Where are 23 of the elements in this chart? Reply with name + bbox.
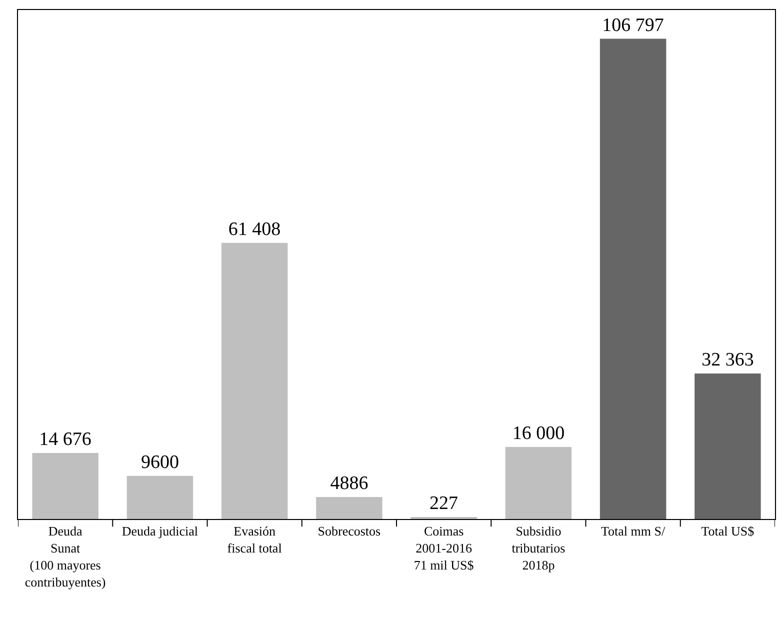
data-label: 14 676	[39, 429, 92, 450]
x-tick-label: Subsidio tributarios 2018p	[512, 524, 566, 572]
x-tick-label: Deuda judicial	[122, 524, 198, 539]
data-label: 16 000	[512, 423, 565, 444]
bar	[505, 447, 572, 519]
x-tick-label: Total US$	[701, 524, 755, 539]
bar	[32, 453, 98, 519]
x-tick-label: Coimas 2001-2016 71 mil US$	[414, 524, 474, 572]
x-tick-label: Deuda Sunat (100 mayores contribuyentes)	[24, 524, 106, 590]
x-tick-label: Evasión fiscal total	[227, 524, 282, 556]
bar	[600, 38, 666, 519]
data-label: 61 408	[228, 218, 281, 240]
data-label: 9600	[140, 452, 179, 473]
data-label: 227	[430, 493, 458, 514]
bar	[126, 476, 194, 519]
bar	[221, 242, 288, 519]
bar	[316, 497, 382, 519]
bar	[694, 373, 761, 519]
data-label: 32 363	[702, 349, 754, 370]
data-label: 4886	[330, 473, 368, 494]
x-tick-label: Total mm S/	[601, 524, 666, 539]
x-tick-label: Sobrecostos	[318, 524, 381, 539]
data-label: 106 797	[602, 14, 664, 36]
